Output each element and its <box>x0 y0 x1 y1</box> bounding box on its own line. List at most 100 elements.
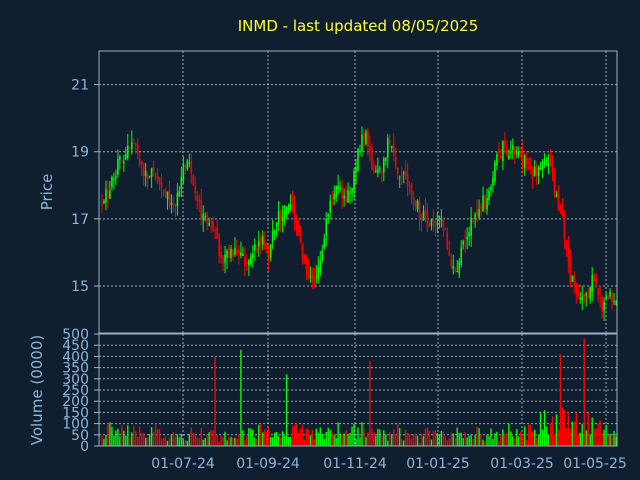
volume-bar <box>476 426 478 446</box>
volume-bar <box>406 432 409 446</box>
volume-bar <box>273 432 276 446</box>
volume-bar <box>262 432 264 446</box>
candle-body <box>267 245 270 261</box>
candle-body <box>144 170 147 177</box>
volume-bar <box>196 437 198 446</box>
volume-bar <box>325 431 327 446</box>
candle-body <box>478 209 480 218</box>
candle-body <box>428 224 431 227</box>
candle-body <box>117 159 119 175</box>
candle-body <box>563 219 566 239</box>
volume-bar <box>256 438 258 446</box>
candle-body <box>303 254 306 263</box>
candle-body <box>494 162 496 182</box>
candle-body <box>208 222 210 226</box>
candle-body <box>365 131 367 145</box>
candle-body <box>130 142 133 150</box>
volume-tick-label: 400 <box>62 349 89 365</box>
candle-body <box>452 266 455 269</box>
volume-bar <box>571 421 574 446</box>
volume-bar <box>339 433 341 446</box>
candle-body <box>371 148 373 171</box>
volume-bar <box>127 425 129 446</box>
volume-bar <box>222 437 224 446</box>
volume-bar <box>137 437 139 446</box>
volume-bar <box>482 439 484 446</box>
candle-body <box>184 165 187 167</box>
candle-body <box>615 302 617 304</box>
volume-bar <box>456 427 458 446</box>
volume-bar <box>545 426 548 446</box>
volume-bar <box>206 434 208 446</box>
candle-body <box>238 249 240 255</box>
candle-body <box>295 220 298 226</box>
candle-body <box>583 294 586 297</box>
candle-body <box>311 275 314 281</box>
volume-bar <box>561 407 564 446</box>
volume-bar <box>226 440 228 446</box>
candle-body <box>158 177 161 184</box>
candle-body <box>375 170 377 172</box>
candle-body <box>279 211 282 221</box>
volume-bar <box>218 441 220 446</box>
candle-body <box>138 158 141 165</box>
volume-bar <box>307 429 310 446</box>
candle-body <box>492 177 494 186</box>
candle-body <box>589 287 592 300</box>
volume-bar <box>474 434 476 446</box>
volume-bar <box>279 437 282 446</box>
price-tick-label: 15 <box>71 279 89 295</box>
candle-body <box>400 174 403 176</box>
volume-bar <box>266 431 268 446</box>
volume-bar <box>371 428 373 446</box>
candle-body <box>613 301 615 303</box>
volume-bar <box>335 437 337 446</box>
candle-body <box>454 269 457 271</box>
candle-body <box>527 166 530 169</box>
volume-bar <box>381 436 383 446</box>
volume-bar <box>609 433 611 446</box>
candle-body <box>502 141 504 162</box>
volume-bar <box>553 435 556 446</box>
candle-body <box>482 195 484 212</box>
candle-body <box>462 241 464 245</box>
volume-bar <box>313 439 316 446</box>
volume-bar <box>478 428 480 446</box>
candle-body <box>392 143 395 156</box>
volume-bar <box>297 432 300 446</box>
candle-body <box>142 163 145 177</box>
volume-bar <box>611 436 613 446</box>
candle-body <box>486 198 488 210</box>
candle-body <box>438 216 441 220</box>
volume-bar <box>202 439 204 446</box>
volume-bar <box>119 436 121 446</box>
volume-tick-label: 350 <box>62 361 89 377</box>
volume-bar <box>337 422 339 446</box>
candle-body <box>212 220 214 231</box>
volume-bar <box>148 434 151 446</box>
volume-bar <box>101 435 103 446</box>
volume-bar <box>416 435 419 446</box>
volume-bar <box>607 435 609 446</box>
candle-body <box>289 204 292 212</box>
volume-bar <box>464 432 466 446</box>
volume-bar <box>220 435 222 446</box>
volume-bar <box>581 424 583 446</box>
candle-body <box>109 190 111 199</box>
volume-bar <box>154 423 157 446</box>
volume-bar <box>242 430 244 446</box>
volume-bar <box>258 424 260 446</box>
volume-bar <box>170 434 173 446</box>
candle-body <box>575 282 578 295</box>
volume-bar <box>269 437 272 446</box>
candle-body <box>508 156 510 159</box>
volume-bar <box>557 429 560 446</box>
volume-bar <box>299 428 302 446</box>
candle-body <box>186 160 189 169</box>
candle-body <box>581 297 584 300</box>
price-axis-ticks: 15 17 19 21 <box>71 78 99 295</box>
volume-bar <box>361 422 363 446</box>
volume-bar <box>470 434 472 446</box>
volume-bar <box>603 429 605 446</box>
volume-bar <box>555 414 558 446</box>
